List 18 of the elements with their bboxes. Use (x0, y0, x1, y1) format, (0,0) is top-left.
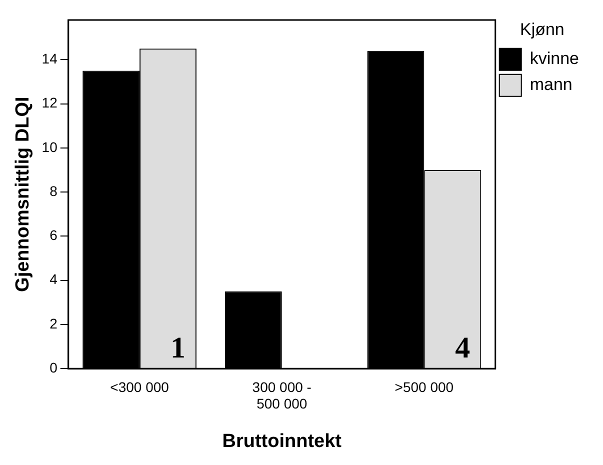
y-tick-label: 2 (50, 315, 58, 332)
legend-title: Kjønn (520, 20, 564, 40)
x-axis-title: Bruttoinntekt (222, 430, 342, 452)
y-tick-label: 6 (50, 227, 58, 244)
annotation: 1 (170, 331, 186, 364)
legend-label: mann (530, 75, 572, 94)
x-tick-label: 300 000 - 500 000 (252, 378, 312, 412)
annotation: 4 (455, 331, 470, 364)
y-tick-label: 14 (42, 50, 58, 67)
y-tick-label: 4 (50, 271, 58, 288)
y-tick-label: 10 (42, 138, 58, 155)
y-tick-label: 8 (50, 182, 58, 199)
legend-label: kvinne (530, 49, 579, 68)
y-tick-label: 0 (50, 359, 58, 376)
y-axis-title: Gjennomsnittlig DLQI (12, 96, 34, 292)
x-tick-label: >500 000 (394, 378, 454, 395)
y-tick-label: 12 (42, 94, 58, 111)
x-tick-label: <300 000 (110, 378, 170, 395)
